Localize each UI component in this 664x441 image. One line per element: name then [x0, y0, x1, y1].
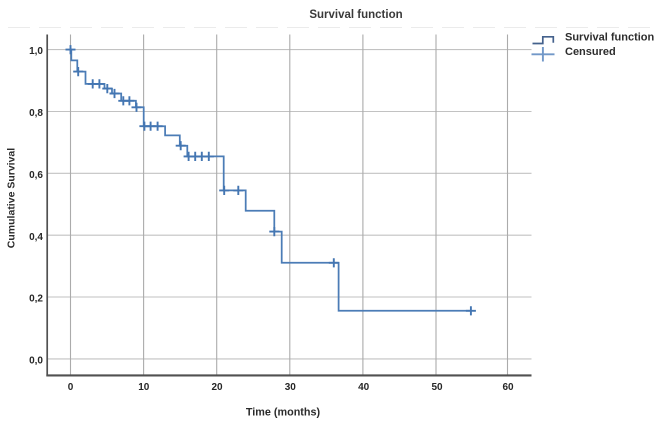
svg-text:0,6: 0,6	[29, 170, 43, 181]
svg-text:10: 10	[138, 382, 150, 393]
svg-text:Time (months): Time (months)	[246, 407, 321, 419]
svg-text:0,2: 0,2	[29, 294, 43, 305]
svg-text:60: 60	[502, 382, 514, 393]
svg-text:Survival function: Survival function	[565, 31, 655, 43]
svg-text:Cumulative Survival: Cumulative Survival	[6, 148, 18, 248]
svg-text:40: 40	[358, 382, 370, 393]
svg-text:0,0: 0,0	[29, 356, 43, 367]
svg-text:30: 30	[285, 382, 297, 393]
svg-text:20: 20	[211, 382, 223, 393]
svg-text:Censured: Censured	[565, 46, 616, 58]
svg-text:1,0: 1,0	[29, 46, 43, 57]
svg-text:Survival function: Survival function	[309, 9, 402, 21]
svg-text:0,4: 0,4	[29, 232, 43, 243]
svg-text:50: 50	[431, 382, 443, 393]
svg-text:0,8: 0,8	[29, 108, 43, 119]
svg-text:0: 0	[68, 382, 74, 393]
